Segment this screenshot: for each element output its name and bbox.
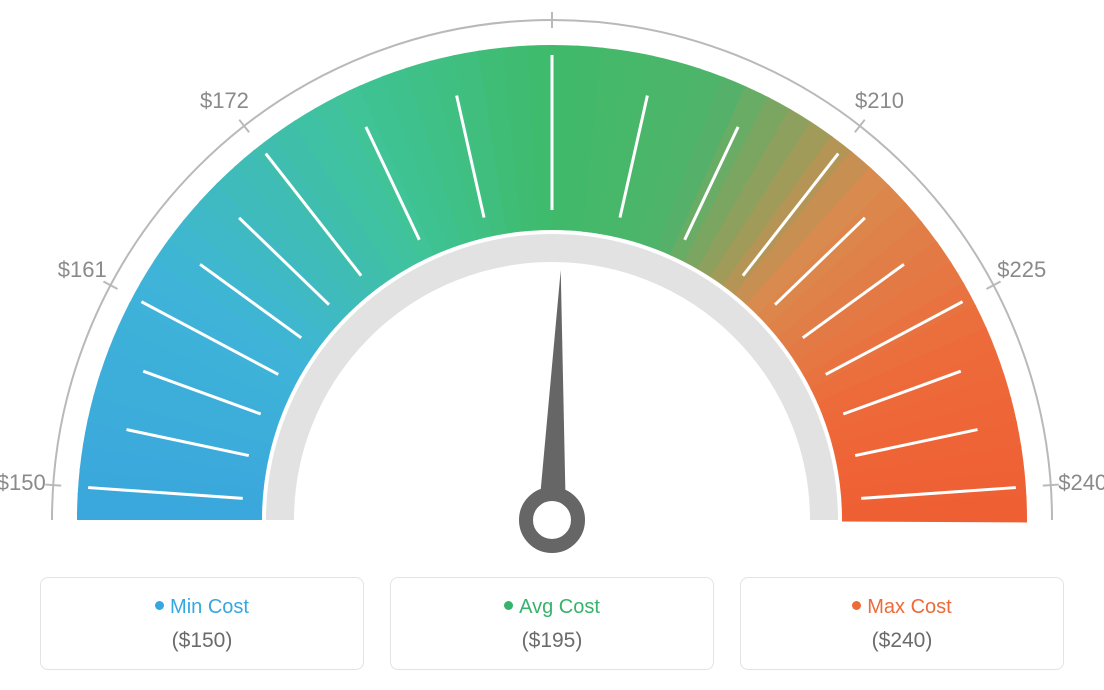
legend-max-card: Max Cost ($240)	[740, 577, 1064, 670]
gauge-tick-label: $161	[58, 257, 107, 283]
dot-icon	[155, 601, 164, 610]
legend-avg-label: Avg Cost	[519, 596, 600, 618]
legend-row: Min Cost ($150) Avg Cost ($195) Max Cost…	[40, 577, 1064, 670]
legend-avg-card: Avg Cost ($195)	[390, 577, 714, 670]
legend-max-title: Max Cost	[751, 596, 1053, 619]
dot-icon	[852, 601, 861, 610]
dot-icon	[504, 601, 513, 610]
legend-max-value: ($240)	[751, 629, 1053, 653]
gauge-tick-label: $150	[0, 470, 46, 496]
legend-min-value: ($150)	[51, 629, 353, 653]
gauge-chart: $150 $161 $172 $195 $210 $225 $240	[0, 0, 1104, 560]
legend-min-title: Min Cost	[51, 596, 353, 619]
gauge-tick-label: $225	[997, 257, 1046, 283]
legend-avg-value: ($195)	[401, 629, 703, 653]
gauge-tick-label: $240	[1058, 470, 1104, 496]
legend-min-label: Min Cost	[170, 596, 249, 618]
legend-avg-title: Avg Cost	[401, 596, 703, 619]
legend-min-card: Min Cost ($150)	[40, 577, 364, 670]
cost-gauge-container: $150 $161 $172 $195 $210 $225 $240 Min Cost ($…	[0, 0, 1104, 690]
gauge-tick-label: $172	[200, 88, 249, 114]
gauge-tick-label: $195	[528, 0, 577, 1]
legend-max-label: Max Cost	[867, 596, 951, 618]
gauge-tick-label: $210	[855, 88, 904, 114]
